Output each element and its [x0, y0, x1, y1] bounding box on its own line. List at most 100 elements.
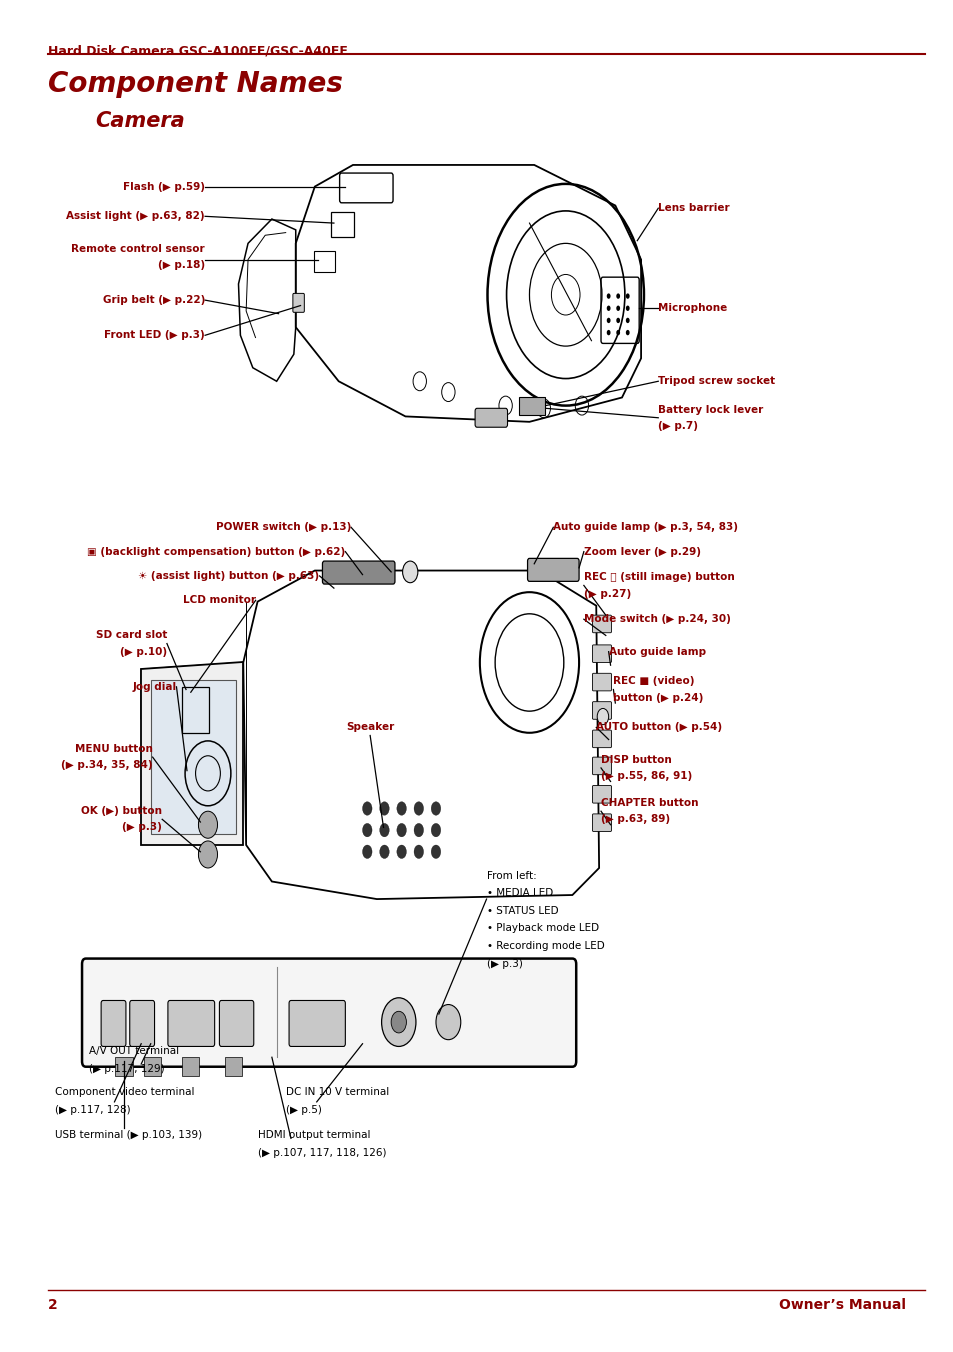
Text: Remote control sensor: Remote control sensor	[71, 243, 205, 254]
Text: ☀ (assist light) button (▶ p.63): ☀ (assist light) button (▶ p.63)	[138, 571, 319, 581]
Text: Auto guide lamp (▶ p.3, 54, 83): Auto guide lamp (▶ p.3, 54, 83)	[553, 522, 738, 533]
Text: (▶ p.117, 128): (▶ p.117, 128)	[55, 1105, 131, 1114]
FancyBboxPatch shape	[592, 814, 611, 831]
Circle shape	[625, 318, 629, 323]
Circle shape	[396, 845, 406, 859]
Circle shape	[625, 306, 629, 311]
Circle shape	[379, 802, 389, 815]
Text: SD card slot: SD card slot	[95, 630, 167, 641]
Text: Lens barrier: Lens barrier	[658, 203, 729, 214]
Text: Owner’s Manual: Owner’s Manual	[779, 1298, 905, 1311]
Circle shape	[379, 823, 389, 837]
FancyBboxPatch shape	[219, 1000, 253, 1046]
Circle shape	[414, 823, 423, 837]
Polygon shape	[141, 662, 243, 845]
FancyBboxPatch shape	[225, 1057, 242, 1076]
Text: (▶ p.10): (▶ p.10)	[120, 646, 167, 657]
FancyBboxPatch shape	[518, 397, 544, 415]
FancyBboxPatch shape	[151, 680, 235, 834]
Circle shape	[431, 845, 440, 859]
Circle shape	[616, 293, 619, 299]
Circle shape	[362, 823, 372, 837]
Text: From left:: From left:	[486, 871, 536, 880]
FancyBboxPatch shape	[527, 558, 578, 581]
Text: DISP button: DISP button	[600, 754, 671, 765]
Circle shape	[396, 802, 406, 815]
FancyBboxPatch shape	[182, 1057, 199, 1076]
FancyBboxPatch shape	[592, 645, 611, 662]
Text: OK (▶) button: OK (▶) button	[81, 806, 162, 817]
Text: Assist light (▶ p.63, 82): Assist light (▶ p.63, 82)	[67, 211, 205, 222]
FancyBboxPatch shape	[289, 1000, 345, 1046]
Text: Tripod screw socket: Tripod screw socket	[658, 376, 775, 387]
Text: MENU button: MENU button	[74, 744, 152, 754]
Text: Jog dial: Jog dial	[132, 681, 176, 692]
Text: AUTO button (▶ p.54): AUTO button (▶ p.54)	[596, 722, 721, 733]
Text: (▶ p.63, 89): (▶ p.63, 89)	[600, 814, 669, 825]
Text: Auto guide lamp: Auto guide lamp	[608, 646, 705, 657]
Text: • STATUS LED: • STATUS LED	[486, 906, 558, 915]
Circle shape	[431, 823, 440, 837]
Circle shape	[597, 708, 608, 725]
Circle shape	[606, 330, 610, 335]
Circle shape	[362, 802, 372, 815]
Circle shape	[606, 293, 610, 299]
Text: CHAPTER button: CHAPTER button	[600, 798, 698, 808]
Text: Zoom lever (▶ p.29): Zoom lever (▶ p.29)	[583, 546, 700, 557]
Circle shape	[362, 845, 372, 859]
FancyBboxPatch shape	[592, 615, 611, 633]
FancyBboxPatch shape	[475, 408, 507, 427]
Text: • MEDIA LED: • MEDIA LED	[486, 888, 552, 898]
FancyBboxPatch shape	[592, 673, 611, 691]
Circle shape	[396, 823, 406, 837]
Text: POWER switch (▶ p.13): POWER switch (▶ p.13)	[215, 522, 351, 533]
Text: Mode switch (▶ p.24, 30): Mode switch (▶ p.24, 30)	[583, 614, 730, 625]
FancyBboxPatch shape	[115, 1057, 132, 1076]
Text: Front LED (▶ p.3): Front LED (▶ p.3)	[104, 330, 205, 341]
Text: (▶ p.5): (▶ p.5)	[286, 1105, 322, 1114]
Circle shape	[616, 318, 619, 323]
Circle shape	[381, 998, 416, 1046]
Circle shape	[431, 802, 440, 815]
Text: Hard Disk Camera GSC-A100FE/GSC-A40FE: Hard Disk Camera GSC-A100FE/GSC-A40FE	[48, 45, 347, 58]
Circle shape	[198, 841, 217, 868]
Text: button (▶ p.24): button (▶ p.24)	[613, 692, 703, 703]
Text: (▶ p.7): (▶ p.7)	[658, 420, 698, 431]
FancyBboxPatch shape	[592, 730, 611, 748]
Text: Speaker: Speaker	[346, 722, 394, 733]
Text: Flash (▶ p.59): Flash (▶ p.59)	[123, 181, 205, 192]
Circle shape	[414, 845, 423, 859]
FancyBboxPatch shape	[101, 1000, 126, 1046]
Text: HDMI output terminal: HDMI output terminal	[257, 1130, 370, 1140]
Text: 2: 2	[48, 1298, 57, 1311]
Text: Microphone: Microphone	[658, 303, 727, 314]
FancyBboxPatch shape	[322, 561, 395, 584]
Text: Grip belt (▶ p.22): Grip belt (▶ p.22)	[103, 295, 205, 306]
FancyBboxPatch shape	[168, 1000, 214, 1046]
Text: • Recording mode LED: • Recording mode LED	[486, 941, 603, 950]
Text: (▶ p.27): (▶ p.27)	[583, 588, 631, 599]
Text: Camera: Camera	[95, 111, 185, 131]
Text: Component Names: Component Names	[48, 70, 342, 99]
Text: A/V OUT terminal: A/V OUT terminal	[89, 1046, 178, 1056]
FancyBboxPatch shape	[293, 293, 304, 312]
Circle shape	[402, 561, 417, 583]
Text: • Playback mode LED: • Playback mode LED	[486, 923, 598, 933]
Text: USB terminal (▶ p.103, 139): USB terminal (▶ p.103, 139)	[55, 1130, 202, 1140]
FancyBboxPatch shape	[592, 757, 611, 775]
Text: (▶ p.34, 35, 84): (▶ p.34, 35, 84)	[61, 760, 152, 771]
FancyBboxPatch shape	[144, 1057, 161, 1076]
Text: REC ■ (video): REC ■ (video)	[613, 676, 694, 687]
Circle shape	[606, 306, 610, 311]
Text: ▣ (backlight compensation) button (▶ p.62): ▣ (backlight compensation) button (▶ p.6…	[87, 546, 345, 557]
Circle shape	[391, 1011, 406, 1033]
Text: DC IN 10 V terminal: DC IN 10 V terminal	[286, 1087, 389, 1096]
Text: LCD monitor: LCD monitor	[182, 595, 255, 606]
Text: Component video terminal: Component video terminal	[55, 1087, 194, 1096]
FancyBboxPatch shape	[592, 702, 611, 719]
FancyBboxPatch shape	[130, 1000, 154, 1046]
Text: (▶ p.55, 86, 91): (▶ p.55, 86, 91)	[600, 771, 692, 781]
Circle shape	[625, 330, 629, 335]
Text: (▶ p.3): (▶ p.3)	[486, 959, 522, 968]
Circle shape	[616, 330, 619, 335]
